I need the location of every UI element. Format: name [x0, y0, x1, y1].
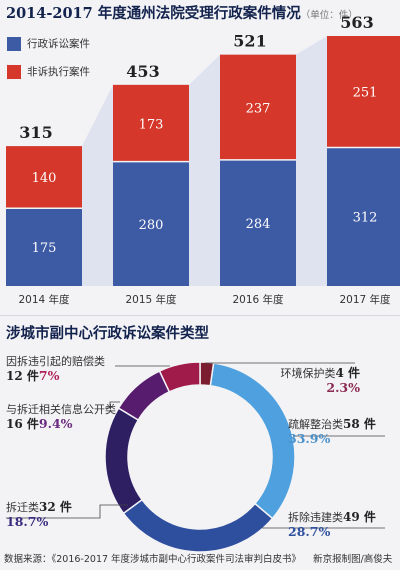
slice-name: 环境保护类 — [280, 367, 336, 380]
slice-label-rectification: 疏解整治类58 件 33.9% — [288, 417, 376, 447]
bar-segment — [6, 146, 82, 209]
background-trend-band — [6, 36, 400, 286]
stacked-bar-chart: 175 140 315 2014 年度 280 173 453 2015 年度 284 237 52… — [6, 13, 400, 306]
slice-percent: 28.7% — [288, 524, 331, 539]
bar-value-label: 280 — [139, 218, 164, 233]
slice-label-compensation: 因拆违引起的赔偿类 12 件7% — [6, 355, 105, 384]
slice-name: 因拆违引起的赔偿类 — [6, 355, 105, 368]
legend-label: 行政诉讼案件 — [27, 38, 90, 50]
legend-label: 非诉执行案件 — [27, 66, 90, 78]
legend-item-non-litigation: 非诉执行案件 — [7, 64, 90, 79]
donut-slice — [199, 361, 215, 387]
slice-count: 12 件 — [6, 369, 39, 383]
bar-value-label: 237 — [246, 101, 271, 116]
bar-segment — [220, 54, 296, 160]
unit-label: （单位：件） — [300, 10, 358, 21]
bar-value-label: 175 — [32, 241, 57, 256]
bar-chart-title: 2014-2017 年度通州法院受理行政案件情况（单位：件） — [6, 2, 358, 23]
bar-segment — [113, 84, 189, 162]
slice-label-illegal-construction: 拆除违建类49 件 28.7% — [288, 510, 376, 540]
bar-value-label: 140 — [32, 171, 57, 186]
slice-count: 32 件 — [39, 500, 72, 514]
slice-name: 与拆迁相关信息公开类 — [6, 403, 116, 416]
slice-label-demolition: 拆迁类32 件 18.7% — [6, 500, 72, 530]
slice-name: 疏解整治类 — [288, 418, 343, 431]
x-tick-label: 2014 年度 — [18, 293, 70, 306]
slice-percent: 33.9% — [288, 431, 331, 446]
slice-name: 拆迁类 — [6, 501, 39, 514]
slice-count: 16 件 — [6, 417, 39, 431]
slice-percent: 2.3% — [326, 380, 360, 395]
slice-count: 58 件 — [343, 417, 376, 431]
bar-segment — [113, 161, 189, 286]
slice-name: 拆除违建类 — [288, 511, 343, 524]
total-label: 563 — [340, 13, 373, 32]
slice-label-environment: 环境保护类4 件 2.3% — [280, 366, 360, 396]
x-tick-label: 2017 年度 — [339, 293, 391, 306]
total-label: 315 — [19, 123, 52, 142]
x-tick-label: 2015 年度 — [125, 293, 177, 306]
bar-segment — [327, 147, 400, 286]
donut-slice — [122, 498, 274, 553]
bar-value-label: 312 — [353, 211, 378, 226]
slice-count: 49 件 — [343, 510, 376, 524]
source-text: 数据来源：《2016-2017 年度涉城市副中心行政案件司法审判白皮书》 — [4, 554, 302, 565]
legend-swatch-blue — [7, 36, 21, 51]
legend-item-admin-litigation: 行政诉讼案件 — [7, 36, 90, 51]
data-source-footer: 数据来源：《2016-2017 年度涉城市副中心行政案件司法审判白皮书》 新京报制… — [4, 551, 392, 565]
donut-chart-title: 涉城市副中心行政诉讼案件类型 — [6, 325, 209, 342]
slice-label-info-disclosure: 与拆迁相关信息公开类 16 件9.4% — [6, 403, 116, 432]
bar-value-label: 173 — [139, 117, 164, 132]
donut-slice — [117, 370, 171, 421]
bar-segment — [6, 208, 82, 286]
slice-percent: 18.7% — [6, 514, 49, 529]
slice-percent: 9.4% — [38, 416, 73, 431]
x-tick-label: 2016 年度 — [232, 293, 284, 306]
donut-slice — [158, 361, 201, 393]
slice-count: 4 件 — [335, 366, 360, 380]
total-label: 453 — [126, 62, 159, 81]
section-divider — [0, 315, 400, 316]
slice-percent: 7% — [38, 368, 60, 383]
bar-segment — [220, 159, 296, 286]
legend-swatch-red — [7, 64, 21, 79]
bar-value-label: 251 — [353, 86, 378, 101]
bar-segment — [327, 36, 400, 148]
credit-text: 新京报制图/高俊夫 — [313, 554, 393, 565]
bar-value-label: 284 — [246, 217, 271, 232]
bar-chart-title-text: 2014-2017 年度通州法院受理行政案件情况 — [6, 5, 301, 22]
total-label: 521 — [233, 32, 266, 51]
